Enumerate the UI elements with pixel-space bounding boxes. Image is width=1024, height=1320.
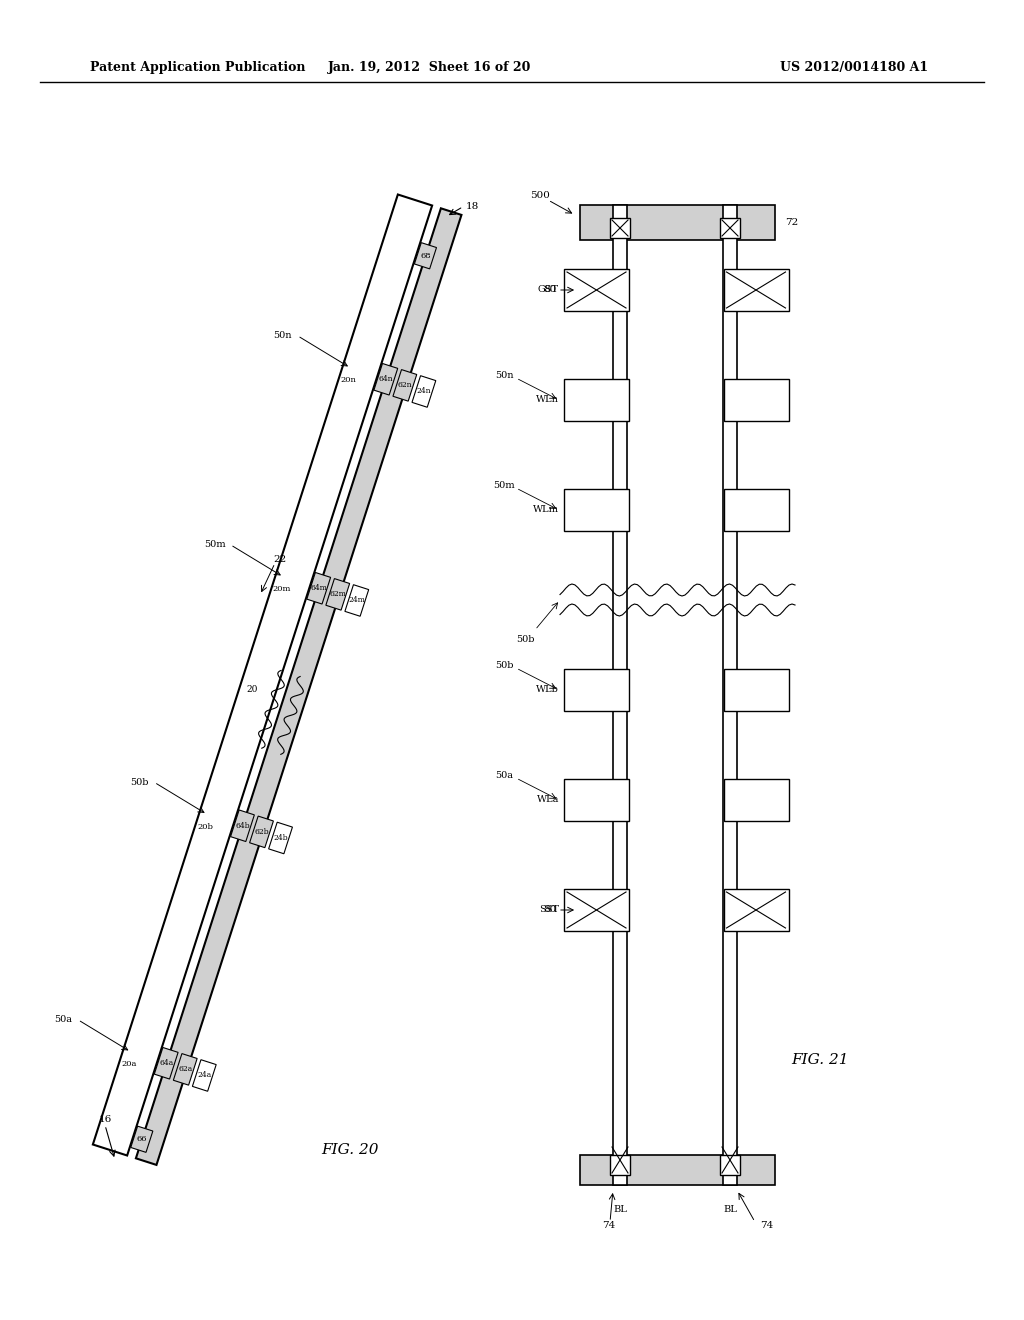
Polygon shape xyxy=(374,363,397,395)
Polygon shape xyxy=(173,1053,198,1085)
Bar xyxy=(724,379,788,421)
Bar xyxy=(564,269,629,312)
Text: FIG. 20: FIG. 20 xyxy=(322,1143,379,1158)
Text: 66: 66 xyxy=(136,1135,147,1143)
Polygon shape xyxy=(412,376,436,408)
Bar xyxy=(610,218,630,238)
Bar xyxy=(723,205,737,1185)
Text: 68: 68 xyxy=(420,252,431,260)
Text: 62b: 62b xyxy=(254,828,269,836)
Text: FIG. 21: FIG. 21 xyxy=(792,1053,849,1067)
Bar xyxy=(580,1155,775,1185)
Text: 16: 16 xyxy=(98,1115,112,1125)
Text: 20n: 20n xyxy=(341,376,356,384)
Text: US 2012/0014180 A1: US 2012/0014180 A1 xyxy=(780,62,928,74)
Polygon shape xyxy=(393,370,417,401)
Text: 24n: 24n xyxy=(417,388,431,396)
Polygon shape xyxy=(230,810,254,842)
Bar xyxy=(564,669,629,711)
Polygon shape xyxy=(345,585,369,616)
Bar xyxy=(724,779,788,821)
Text: 50m: 50m xyxy=(205,540,226,549)
Text: SST: SST xyxy=(539,906,559,915)
Text: 50b: 50b xyxy=(130,777,148,787)
Text: 24b: 24b xyxy=(273,834,288,842)
Bar xyxy=(724,269,788,312)
Text: 24a: 24a xyxy=(198,1072,211,1080)
Text: 50m: 50m xyxy=(494,480,515,490)
Bar xyxy=(724,669,788,711)
Text: 20: 20 xyxy=(247,685,258,694)
Text: 80: 80 xyxy=(544,906,557,915)
Text: 18: 18 xyxy=(466,202,479,211)
Text: WLa: WLa xyxy=(537,796,559,804)
Text: 50n: 50n xyxy=(273,331,292,341)
Polygon shape xyxy=(193,1060,216,1092)
Text: 72: 72 xyxy=(785,218,799,227)
Polygon shape xyxy=(155,1048,178,1078)
Bar xyxy=(564,779,629,821)
Text: 64n: 64n xyxy=(379,375,393,383)
Polygon shape xyxy=(250,816,273,847)
Text: 62a: 62a xyxy=(178,1065,193,1073)
Text: 50b: 50b xyxy=(516,635,535,644)
Text: 22: 22 xyxy=(273,556,287,565)
Bar xyxy=(613,205,627,1185)
Bar xyxy=(720,218,740,238)
Polygon shape xyxy=(93,194,432,1155)
Text: 20a: 20a xyxy=(122,1060,137,1068)
Text: 24m: 24m xyxy=(348,597,366,605)
Bar xyxy=(610,1155,630,1175)
Polygon shape xyxy=(268,822,293,854)
Text: GST: GST xyxy=(538,285,559,294)
Text: 64a: 64a xyxy=(159,1059,173,1068)
Polygon shape xyxy=(307,573,331,605)
Text: 74: 74 xyxy=(760,1221,773,1229)
Bar xyxy=(724,488,788,531)
Text: 50a: 50a xyxy=(495,771,513,780)
Polygon shape xyxy=(131,1126,153,1152)
Text: WLb: WLb xyxy=(537,685,559,694)
Text: WLm: WLm xyxy=(534,506,559,515)
Text: 50a: 50a xyxy=(54,1015,72,1024)
Bar xyxy=(564,379,629,421)
Text: BL: BL xyxy=(723,1205,737,1214)
Text: Patent Application Publication: Patent Application Publication xyxy=(90,62,305,74)
Text: 20m: 20m xyxy=(272,585,291,593)
Text: BL: BL xyxy=(613,1205,627,1214)
Text: 64m: 64m xyxy=(310,585,327,593)
Text: 20b: 20b xyxy=(198,822,213,830)
Bar xyxy=(564,888,629,931)
Text: 62m: 62m xyxy=(330,590,346,598)
Text: 62n: 62n xyxy=(397,381,413,389)
Text: WLn: WLn xyxy=(537,396,559,404)
Text: 80: 80 xyxy=(544,285,557,294)
Text: 50n: 50n xyxy=(495,371,513,380)
Bar xyxy=(580,205,775,240)
Polygon shape xyxy=(415,243,436,269)
Bar xyxy=(564,488,629,531)
Text: Jan. 19, 2012  Sheet 16 of 20: Jan. 19, 2012 Sheet 16 of 20 xyxy=(329,62,531,74)
Text: 74: 74 xyxy=(602,1221,615,1229)
Text: 64b: 64b xyxy=(236,822,250,830)
Polygon shape xyxy=(136,209,462,1166)
Bar xyxy=(720,1155,740,1175)
Text: 500: 500 xyxy=(530,190,550,199)
Text: 50b: 50b xyxy=(495,660,513,669)
Polygon shape xyxy=(326,578,349,610)
Bar xyxy=(724,888,788,931)
